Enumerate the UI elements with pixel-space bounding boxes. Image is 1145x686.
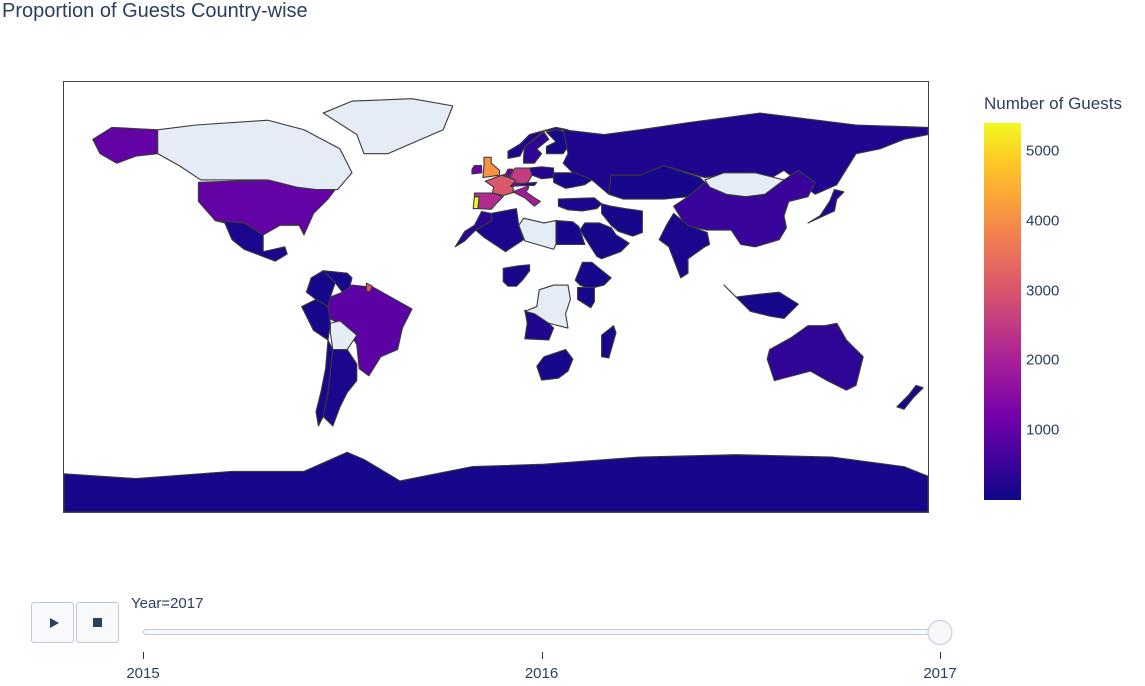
stop-icon <box>93 618 102 627</box>
colorbar-tick-label: 4000 <box>1026 212 1060 230</box>
country-bolivia[interactable] <box>330 321 356 350</box>
map-canvas[interactable] <box>64 82 928 512</box>
country-australia[interactable] <box>767 323 863 390</box>
slider-step-tick <box>940 652 941 659</box>
country-italy[interactable] <box>513 186 541 206</box>
country-saudi-arabia[interactable] <box>580 223 629 259</box>
country-poland[interactable] <box>530 167 554 179</box>
country-canada[interactable] <box>158 120 352 189</box>
country-turkey[interactable] <box>558 198 601 211</box>
country-mongolia[interactable] <box>705 173 784 197</box>
slider-step-2015[interactable]: 2015 <box>126 665 160 682</box>
country-dr-congo[interactable] <box>525 285 571 328</box>
country-egypt[interactable] <box>556 221 585 245</box>
country-sweden[interactable] <box>524 132 549 163</box>
chart-title: Proportion of Guests Country-wise <box>2 0 308 22</box>
country-antarctica[interactable] <box>64 452 928 512</box>
stop-button[interactable] <box>76 602 119 643</box>
country-india[interactable] <box>659 213 709 278</box>
country-kazakhstan[interactable] <box>609 166 705 199</box>
country-madagascar[interactable] <box>602 326 616 358</box>
country-ukraine[interactable] <box>554 173 592 189</box>
slider-current-value: Year=2017 <box>131 595 204 612</box>
country-libya[interactable] <box>519 218 556 249</box>
slider-step-2017[interactable]: 2017 <box>923 665 957 682</box>
country-chile[interactable] <box>316 340 333 426</box>
colorbar-tick-label: 3000 <box>1026 282 1060 300</box>
country-french-guiana[interactable] <box>366 283 372 292</box>
country-venezuela[interactable] <box>323 271 352 293</box>
play-button[interactable] <box>31 602 74 643</box>
country-ireland[interactable] <box>472 166 482 174</box>
colorbar-tick-label: 1000 <box>1026 421 1060 439</box>
country-ethiopia[interactable] <box>575 262 611 288</box>
country-netherlands[interactable] <box>506 169 513 175</box>
country-united-kingdom[interactable] <box>483 157 500 177</box>
country-finland[interactable] <box>546 130 568 154</box>
country-spain[interactable] <box>474 193 503 209</box>
country-nigeria[interactable] <box>503 265 529 287</box>
country-greenland[interactable] <box>323 99 453 154</box>
slider-rail[interactable] <box>143 629 940 635</box>
play-icon <box>49 617 59 628</box>
world-map[interactable] <box>63 81 929 513</box>
colorbar-tick-label: 5000 <box>1026 142 1060 160</box>
country-iran[interactable] <box>602 204 643 236</box>
country-alaska[interactable] <box>93 127 158 163</box>
colorbar-tick-label: 2000 <box>1026 351 1060 369</box>
country-japan[interactable] <box>808 190 844 223</box>
country-austria[interactable] <box>520 182 537 185</box>
slider-step-tick <box>541 652 543 659</box>
country-south-africa[interactable] <box>537 350 573 381</box>
country-kenya[interactable] <box>578 287 595 307</box>
country-norway[interactable] <box>508 127 568 158</box>
slider-step-2016[interactable]: 2016 <box>524 665 559 682</box>
slider-step-tick <box>143 652 144 659</box>
colorbar-title: Number of Guests <box>984 94 1122 113</box>
country-brazil[interactable] <box>321 285 412 376</box>
country-mexico[interactable] <box>215 221 287 262</box>
colorbar-gradient <box>984 123 1021 500</box>
country-indonesia[interactable] <box>724 285 798 318</box>
country-new-zealand[interactable] <box>897 385 923 409</box>
country-switzerland[interactable] <box>510 183 521 186</box>
slider-handle[interactable] <box>927 620 953 645</box>
